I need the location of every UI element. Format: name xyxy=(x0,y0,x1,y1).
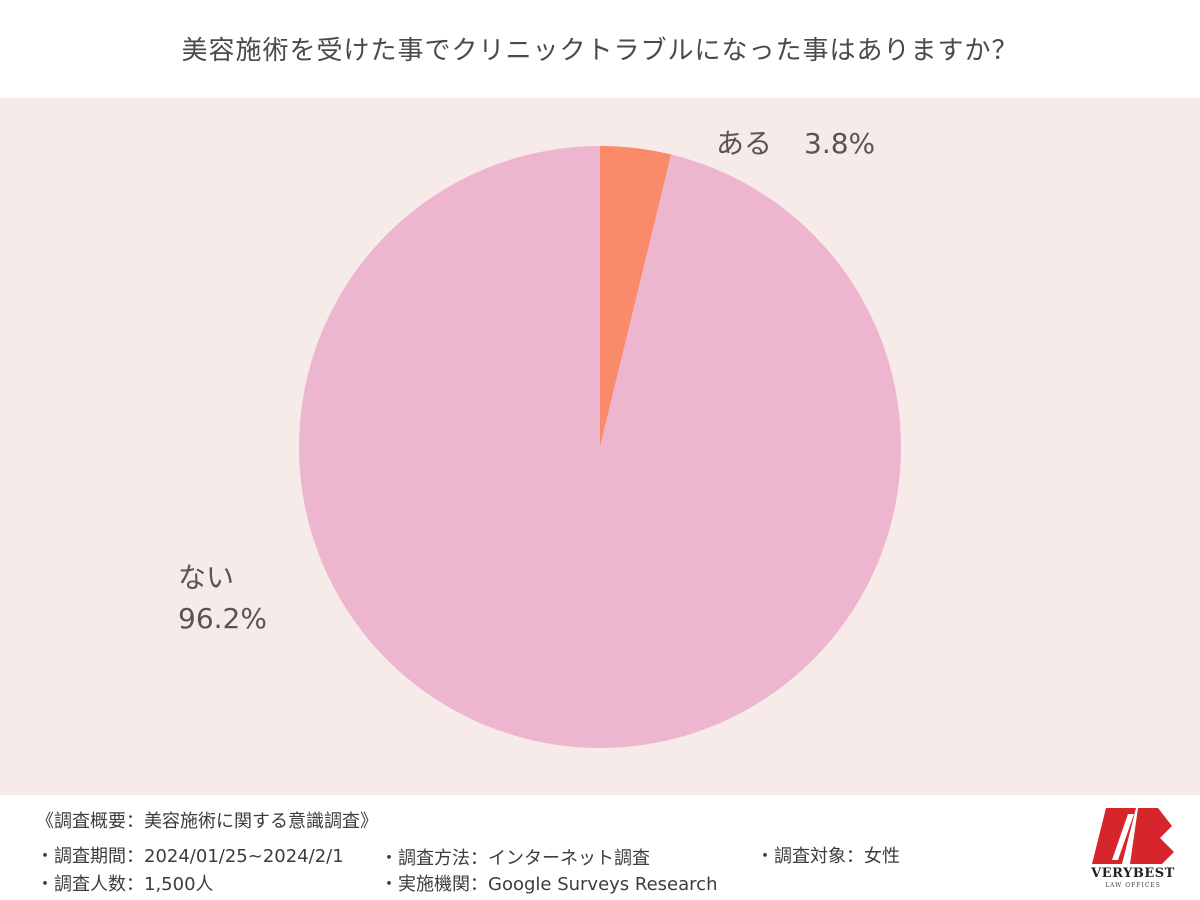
slice-label-nai-value: 96.2% xyxy=(178,602,267,635)
chart-title: 美容施術を受けた事でクリニックトラブルになった事はありますか？ xyxy=(181,36,1019,66)
pie-slice-nai xyxy=(299,146,902,748)
pie-slice-aru xyxy=(600,146,672,447)
slice-label-aru: ある 3.8% xyxy=(716,122,875,162)
survey-count: ・調査人数：1,500人 xyxy=(36,874,214,895)
survey-method: ・調査方法：インターネット調査 xyxy=(380,848,650,869)
chart-area: ある 3.8% ない 96.2% xyxy=(0,98,1200,795)
survey-period: ・調査期間：2024/01/25~2024/2/1 xyxy=(36,846,344,867)
verybest-logo-mark xyxy=(1092,808,1174,864)
logo-text: VERYBEST xyxy=(1091,866,1175,881)
pie-chart xyxy=(299,146,902,748)
survey-summary: 《調査概要：美容施術に関する意識調査》 ・調査期間：2024/01/25~202… xyxy=(0,795,1200,900)
survey-org: ・実施機関：Google Surveys Research xyxy=(380,874,718,895)
slice-label-aru-name: ある xyxy=(716,127,773,160)
slice-label-aru-value: 3.8% xyxy=(804,127,876,160)
summary-heading: 《調査概要：美容施術に関する意識調査》 xyxy=(36,811,378,832)
logo-subtext: LAW OFFICES xyxy=(1105,882,1161,889)
survey-target: ・調査対象：女性 xyxy=(756,846,900,867)
slice-label-nai-name: ない xyxy=(178,561,235,594)
